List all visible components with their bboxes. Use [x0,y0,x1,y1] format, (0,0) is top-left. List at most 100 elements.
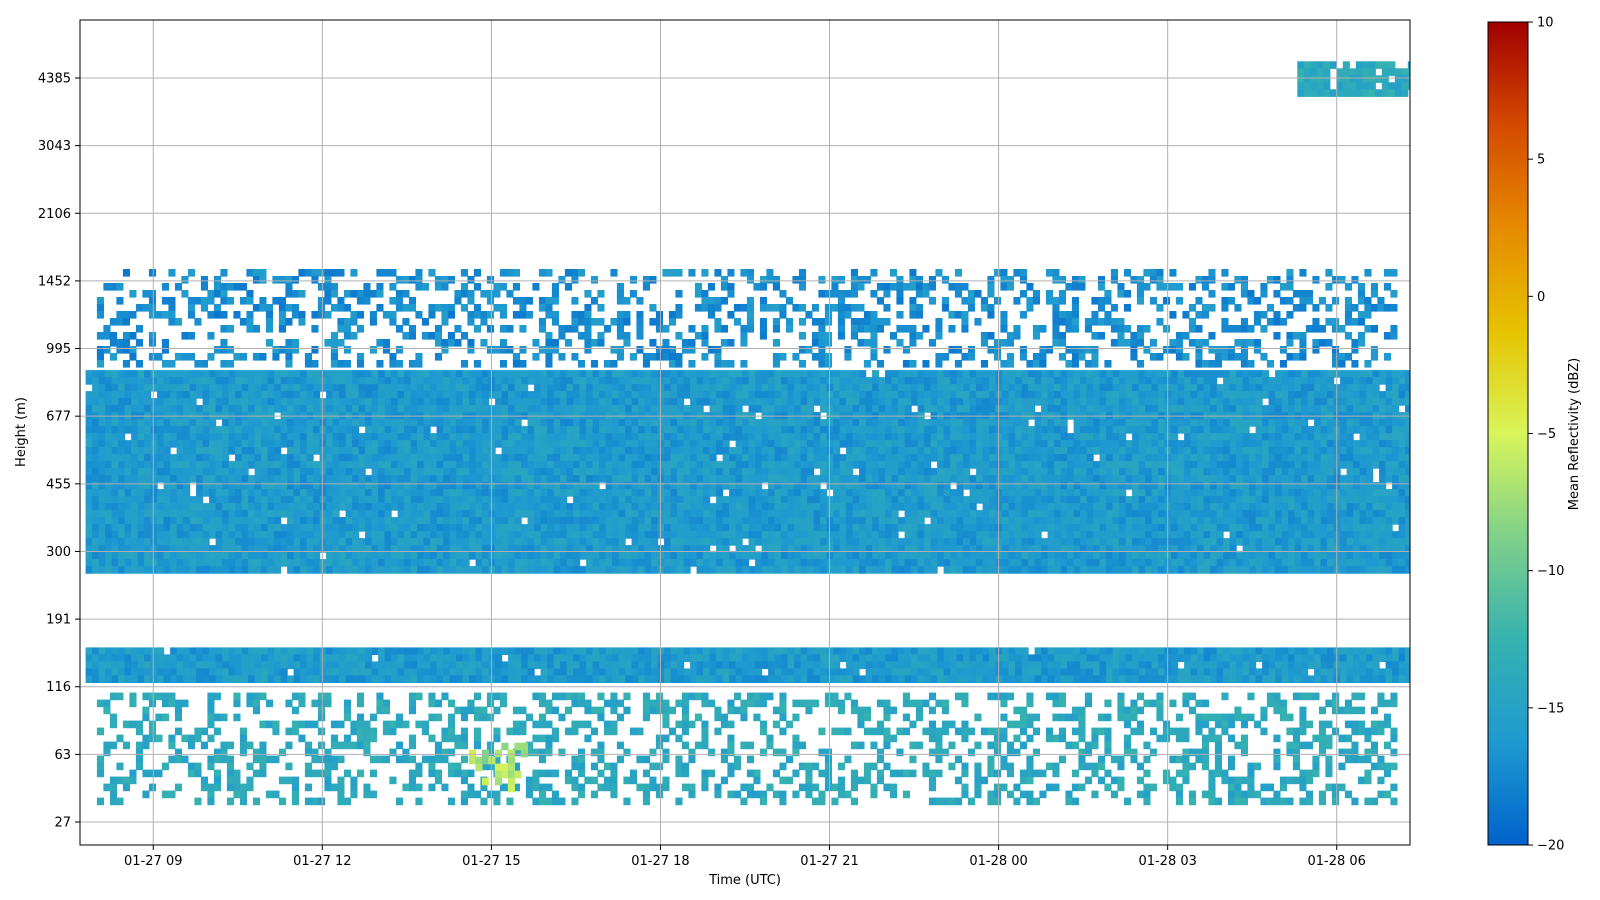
heatmap-cell [625,668,633,676]
heatmap-cell [521,545,529,553]
heatmap-cell [456,398,464,406]
heatmap-cell [417,566,425,574]
heatmap-cell [326,566,334,574]
heatmap-cell [1013,797,1021,806]
heatmap-cell [1091,769,1099,778]
heatmap-cell [209,461,217,469]
heatmap-cell [456,433,464,441]
heatmap-cell [105,675,113,683]
heatmap-cell [1208,776,1216,785]
heatmap-cell [202,454,210,462]
heatmap-cell [818,748,826,757]
heatmap-cell [1002,668,1010,676]
heatmap-cell [345,538,353,546]
heatmap-cell [150,419,158,427]
heatmap-cell [209,654,217,662]
heatmap-cell [987,790,995,799]
heatmap-cell [597,706,605,715]
heatmap-cell [495,440,503,448]
heatmap-cell [105,461,113,469]
heatmap-cell [1104,741,1112,750]
heatmap-cell [514,552,522,560]
heatmap-cell [259,748,267,757]
heatmap-cell [1084,748,1092,757]
heatmap-cell [235,496,243,504]
heatmap-cell [941,699,949,708]
heatmap-cell [170,661,178,669]
heatmap-cell [1379,647,1387,655]
heatmap-cell [157,419,165,427]
heatmap-cell [261,447,269,455]
heatmap-cell [183,510,191,518]
heatmap-cell [339,496,347,504]
heatmap-cell [512,762,520,771]
heatmap-cell [96,727,104,736]
heatmap-cell [1351,797,1359,806]
heatmap-cell [404,668,412,676]
heatmap-cell [319,654,327,662]
heatmap-cell [928,720,936,729]
heatmap-cell [948,762,956,771]
heatmap-cell [293,524,301,532]
heatmap-cell [553,468,561,476]
heatmap-cell [670,475,678,483]
heatmap-cell [356,727,364,736]
heatmap-cell [599,454,607,462]
heatmap-cell [291,790,299,799]
heatmap-cell [163,391,171,399]
heatmap-cell [397,398,405,406]
heatmap-cell [339,454,347,462]
heatmap-cell [1260,713,1268,722]
heatmap-cell [254,510,262,518]
heatmap-cell [423,461,431,469]
heatmap-cell [930,661,938,669]
heatmap-cell [228,552,236,560]
heatmap-cell [313,654,321,662]
heatmap-cell [358,391,366,399]
heatmap-cell [690,384,698,392]
heatmap-cell [430,510,438,518]
heatmap-cell [475,668,483,676]
heatmap-cell [430,675,438,683]
heatmap-cell [1019,776,1027,785]
heatmap-cell [566,377,574,385]
heatmap-cell [233,783,241,792]
heatmap-cell [215,391,223,399]
heatmap-cell [584,706,592,715]
heatmap-cell [116,692,124,701]
heatmap-cell [579,426,587,434]
heatmap-cell [137,370,145,378]
heatmap-cell [397,654,405,662]
heatmap-cell [300,545,308,553]
heatmap-cell [163,654,171,662]
heatmap-cell [287,398,295,406]
heatmap-cell [974,783,982,792]
heatmap-cell [759,797,767,806]
heatmap-cell [532,748,540,757]
heatmap-cell [683,517,691,525]
heatmap-cell [469,398,477,406]
heatmap-cell [501,426,509,434]
heatmap-cell [683,454,691,462]
heatmap-cell [469,566,477,574]
heatmap-cell [254,475,262,483]
heatmap-cell [545,783,553,792]
heatmap-cell [696,552,704,560]
heatmap-cell [677,426,685,434]
heatmap-cell [462,454,470,462]
heatmap-cell [657,384,665,392]
heatmap-cell [1201,762,1209,771]
heatmap-cell [638,468,646,476]
heatmap-cell [514,370,522,378]
heatmap-cell [1221,727,1229,736]
heatmap-cell [241,503,249,511]
heatmap-cell [482,468,490,476]
heatmap-cell [683,524,691,532]
heatmap-cell [168,755,176,764]
heatmap-cell [92,538,100,546]
heatmap-cell [605,559,613,567]
heatmap-cell [337,741,345,750]
heatmap-cell [629,727,637,736]
heatmap-cell [475,661,483,669]
heatmap-cell [1071,727,1079,736]
